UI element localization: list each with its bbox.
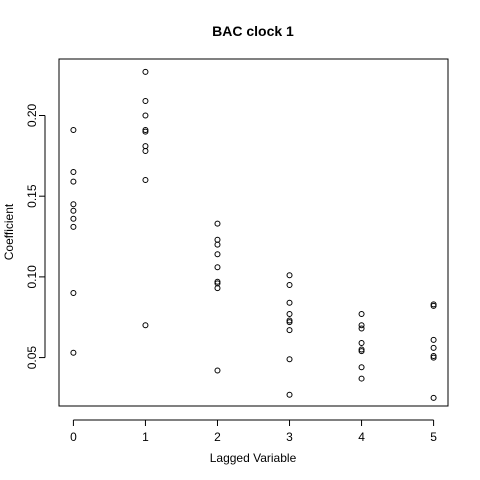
data-point: [142, 128, 149, 135]
data-point: [214, 220, 221, 227]
data-point: [286, 272, 293, 279]
data-point: [286, 319, 293, 326]
data-point: [214, 251, 221, 258]
data-point: [142, 147, 149, 154]
data-point: [286, 356, 293, 363]
data-point: [214, 264, 221, 271]
data-point: [358, 364, 365, 371]
data-point: [358, 348, 365, 355]
data-point: [70, 349, 77, 356]
x-axis: 0 1 2 3 4 5: [70, 419, 437, 444]
x-tick-label: 5: [430, 430, 437, 444]
data-point: [70, 127, 77, 134]
data-point: [358, 325, 365, 332]
data-point: [358, 322, 365, 329]
data-point: [70, 201, 77, 208]
x-tick-label: 1: [142, 430, 149, 444]
data-point: [70, 223, 77, 230]
x-tick-label: 0: [70, 430, 77, 444]
chart-title: BAC clock 1: [212, 23, 294, 39]
data-point: [430, 394, 437, 401]
data-point: [358, 375, 365, 382]
data-point: [142, 97, 149, 104]
data-point: [70, 215, 77, 222]
data-point: [70, 168, 77, 175]
data-point: [286, 311, 293, 318]
x-tick-label: 3: [286, 430, 293, 444]
data-point: [430, 344, 437, 351]
x-tick-label: 4: [358, 430, 365, 444]
data-point: [70, 178, 77, 185]
y-tick-label: 0.10: [25, 265, 39, 289]
plot-frame: [58, 58, 449, 407]
data-point: [214, 236, 221, 243]
data-point: [286, 281, 293, 288]
data-point: [430, 302, 437, 309]
data-point: [214, 285, 221, 292]
data-point: [430, 336, 437, 343]
data-point: [358, 340, 365, 347]
data-point: [70, 207, 77, 214]
y-axis: 0.05 0.10 0.15 0.20: [25, 103, 46, 370]
data-point: [142, 143, 149, 150]
data-point: [142, 322, 149, 329]
data-point: [358, 311, 365, 318]
data-point: [214, 241, 221, 248]
data-points: [70, 68, 437, 401]
data-point: [286, 327, 293, 334]
y-axis-label: Coefficient: [2, 203, 16, 260]
data-point: [214, 367, 221, 374]
y-tick-label: 0.15: [25, 184, 39, 208]
data-point: [286, 299, 293, 306]
data-point: [430, 354, 437, 361]
y-tick-label: 0.20: [25, 103, 39, 127]
x-axis-label: Lagged Variable: [210, 451, 297, 465]
data-point: [142, 177, 149, 184]
data-point: [142, 112, 149, 119]
data-point: [70, 290, 77, 297]
x-tick-label: 2: [214, 430, 221, 444]
data-point: [142, 68, 149, 75]
data-point: [286, 391, 293, 398]
y-tick-label: 0.05: [25, 346, 39, 370]
